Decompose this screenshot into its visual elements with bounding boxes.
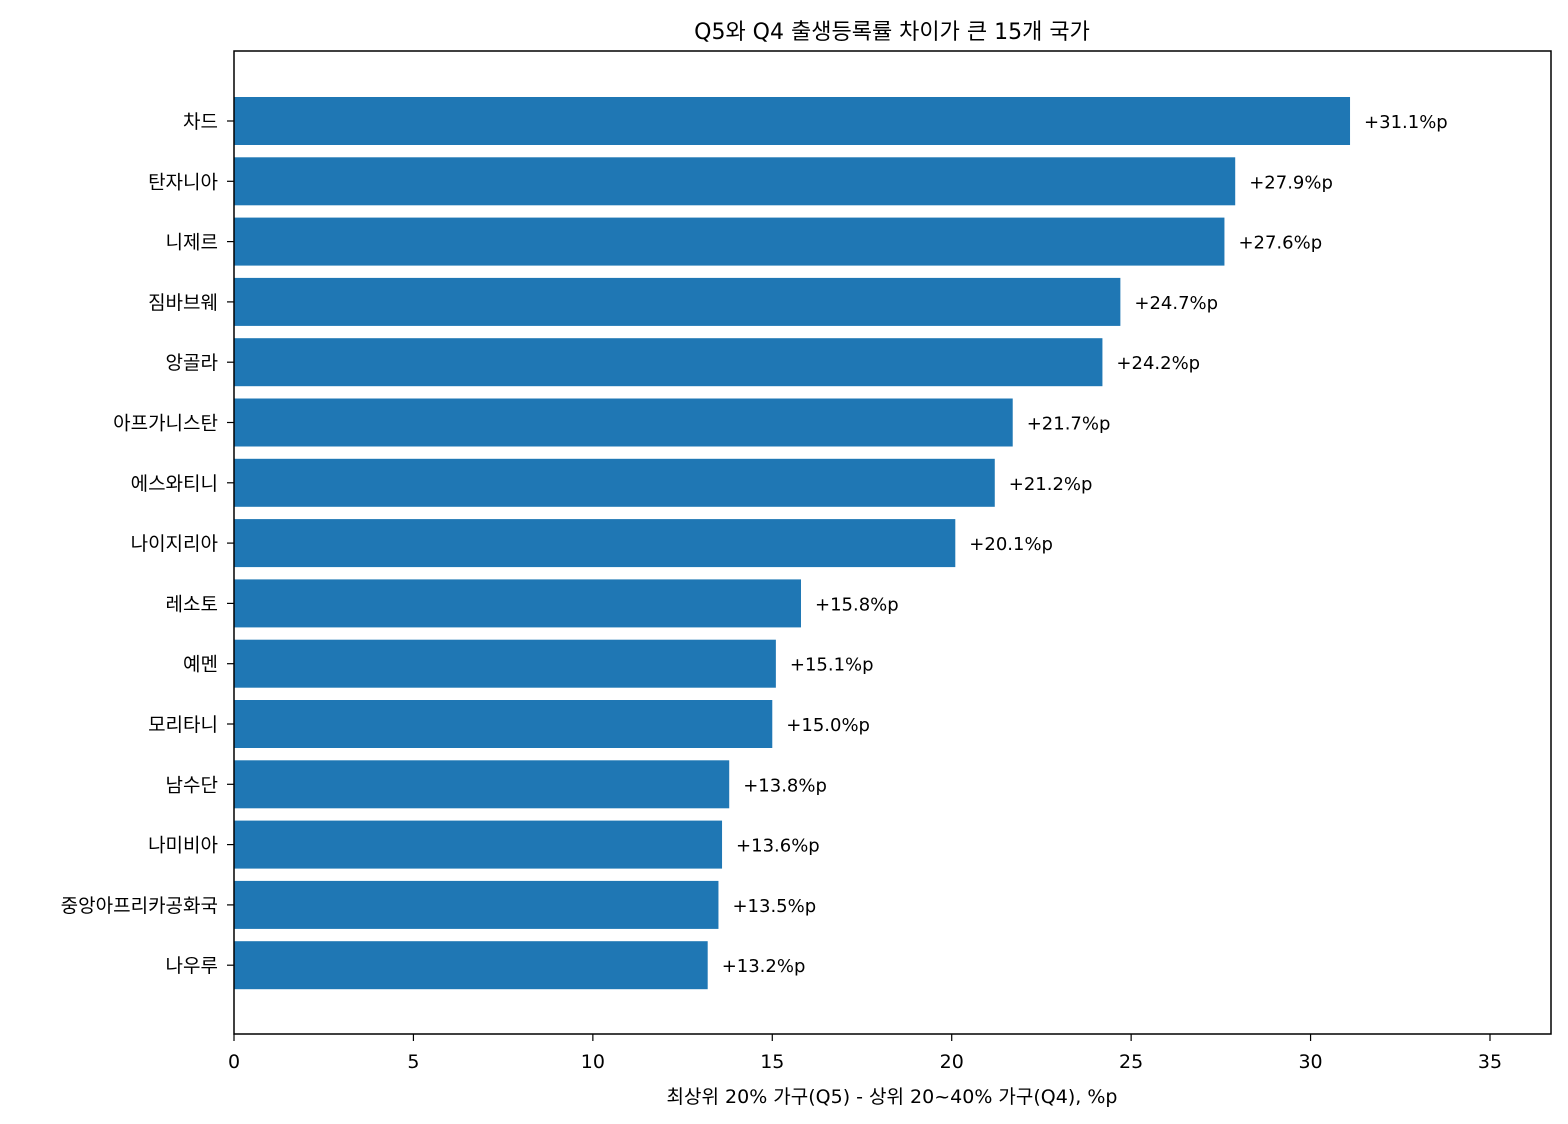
x-tick-label: 30 bbox=[1298, 1051, 1322, 1073]
data-label: +13.6%p bbox=[736, 836, 820, 857]
data-label: +27.6%p bbox=[1238, 233, 1322, 254]
category-label: 아프가니스탄 bbox=[113, 413, 218, 435]
category-label: 나이지리아 bbox=[131, 533, 218, 555]
x-tick-label: 20 bbox=[940, 1051, 964, 1073]
data-label: +15.8%p bbox=[815, 594, 899, 615]
category-labels-group: 차드탄자니아니제르짐바브웨앙골라아프가니스탄에스와티니나이지리아레소토예멘모리타… bbox=[61, 111, 234, 977]
x-tick-label: 0 bbox=[228, 1051, 240, 1073]
bar bbox=[234, 880, 719, 929]
category-label: 니제르 bbox=[166, 232, 218, 254]
category-label: 남수단 bbox=[166, 774, 218, 796]
bar bbox=[234, 820, 723, 869]
data-label: +20.1%p bbox=[969, 534, 1053, 555]
category-label: 짐바브웨 bbox=[148, 292, 218, 314]
x-axis-ticks-group: 0 5 10 15 20 25 30 35 bbox=[228, 1034, 1502, 1073]
category-label: 탄자니아 bbox=[148, 171, 218, 193]
bar bbox=[234, 519, 956, 568]
data-label: +13.2%p bbox=[722, 956, 806, 977]
data-label: +21.2%p bbox=[1009, 474, 1093, 495]
category-label: 앙골라 bbox=[166, 352, 218, 374]
bar bbox=[234, 579, 801, 628]
bar bbox=[234, 97, 1351, 145]
data-label: +21.7%p bbox=[1027, 414, 1111, 435]
bar bbox=[234, 338, 1103, 387]
category-label: 예멘 bbox=[183, 654, 218, 676]
data-label: +24.7%p bbox=[1134, 293, 1218, 314]
x-tick-label: 10 bbox=[581, 1051, 605, 1073]
bar bbox=[234, 941, 708, 990]
category-label: 모리타니 bbox=[148, 714, 218, 736]
bar bbox=[234, 217, 1225, 266]
category-label: 차드 bbox=[183, 111, 218, 133]
plot-frame bbox=[233, 50, 1552, 1035]
bar bbox=[234, 398, 1013, 447]
x-axis-label: 최상위 20% 가구(Q5) - 상위 20~40% 가구(Q4), %p bbox=[667, 1086, 1118, 1108]
chart-title: Q5와 Q4 출생등록률 차이가 큰 15개 국가 bbox=[694, 20, 1090, 45]
category-label: 레소토 bbox=[166, 593, 218, 615]
bar bbox=[234, 639, 776, 688]
category-label: 나우루 bbox=[166, 955, 218, 977]
data-label: +15.0%p bbox=[786, 715, 870, 736]
data-label: +24.2%p bbox=[1116, 353, 1200, 374]
data-label: +27.9%p bbox=[1249, 172, 1333, 193]
data-labels-group: +31.1%p +27.9%p +27.6%p +24.7%p +24.2%p +21.7… bbox=[722, 112, 1448, 977]
data-label: +15.1%p bbox=[790, 655, 874, 676]
x-tick-label: 5 bbox=[407, 1051, 419, 1073]
bars-group bbox=[234, 97, 1351, 990]
x-tick-label: 15 bbox=[760, 1051, 784, 1073]
x-tick-label: 25 bbox=[1119, 1051, 1143, 1073]
data-label: +13.5%p bbox=[732, 896, 816, 917]
x-tick-label: 35 bbox=[1478, 1051, 1502, 1073]
category-label: 에스와티니 bbox=[131, 473, 218, 495]
bar bbox=[234, 157, 1236, 206]
category-label: 중앙아프리카공화국 bbox=[61, 895, 218, 917]
bar bbox=[234, 760, 730, 809]
category-label: 나미비아 bbox=[148, 835, 218, 857]
data-label: +13.8%p bbox=[743, 775, 827, 796]
bar bbox=[234, 277, 1121, 326]
data-label: +31.1%p bbox=[1364, 112, 1448, 133]
bar bbox=[234, 700, 773, 748]
bar bbox=[234, 458, 995, 507]
